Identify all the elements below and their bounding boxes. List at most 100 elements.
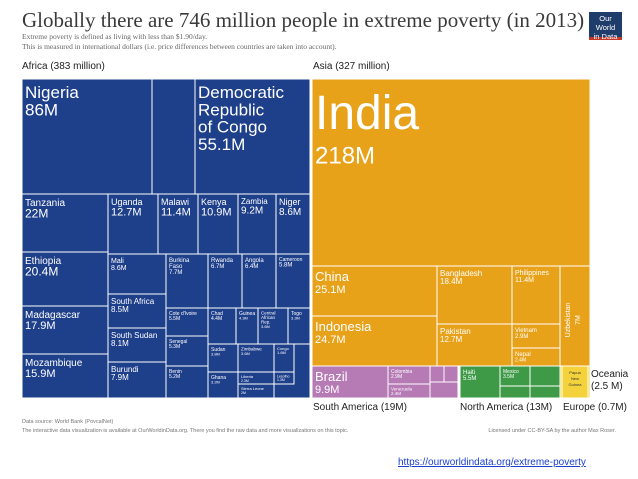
tile-label-sierra-leone: Sierra Leone xyxy=(241,386,265,391)
tile-label-zimbabwe: Zimbabwe xyxy=(241,347,262,352)
tile-uganda xyxy=(107,193,159,255)
tile-value-mozambique: 15.9M xyxy=(25,368,56,380)
tile-value-cameroon: 5.8M xyxy=(279,263,292,269)
tile-benin xyxy=(165,365,209,399)
tile-ethiopia xyxy=(21,251,109,307)
tile-value-indonesia: 24.7M xyxy=(315,334,346,346)
tile-south-america-small-3 xyxy=(429,381,459,399)
tile-label-haiti: Haiti xyxy=(463,370,475,376)
tile-value-malawi: 11.4M xyxy=(161,206,191,218)
tile-north-america-small-2 xyxy=(499,385,531,399)
tile-value-vietnam: 2.9M xyxy=(515,334,528,340)
tile-label-mali: Mali xyxy=(111,258,124,265)
tile-value-congo: 1.6M xyxy=(277,350,286,355)
tile-label-bangladesh: Bangladesh xyxy=(440,269,482,278)
tile-label-mozambique: Mozambique xyxy=(25,358,83,369)
tile-zimbabwe xyxy=(237,343,275,373)
tile-label-rwanda: Rwanda xyxy=(211,258,234,264)
tile-value-liberia: 2.3M xyxy=(241,379,249,383)
tile-label-kenya: Kenya xyxy=(201,197,227,207)
tile-value-lesotho: 1.3M xyxy=(277,378,285,382)
tile-label-colombia: Colombia xyxy=(391,369,412,375)
tile-label-mexico: Mexico xyxy=(503,369,519,375)
tile-label-tanzania: Tanzania xyxy=(25,198,65,209)
tile-value-south-sudan: 8.1M xyxy=(111,339,129,348)
tile-value-india: 218M xyxy=(315,143,375,170)
tile-central-african-rep xyxy=(257,307,289,345)
tile-india xyxy=(311,78,591,267)
tile-value-kenya: 10.9M xyxy=(201,206,232,218)
tile-label-south-africa: South Africa xyxy=(111,297,155,306)
tile-south-africa xyxy=(107,293,167,329)
tile-value-burundi: 7.9M xyxy=(111,373,129,382)
tile-value-sierra-leone: 2M xyxy=(241,391,246,395)
tile-value-zimbabwe: 3.6M xyxy=(241,351,250,356)
tile-value-pakistan: 12.7M xyxy=(440,335,463,344)
owid-logo[interactable]: Our World in Data xyxy=(589,12,622,41)
tile-value-democratic-republic-of-congo: 55.1M xyxy=(198,135,245,154)
tile-label-lesotho: Lesotho xyxy=(277,375,290,379)
tile-label-nepal: Nepal xyxy=(515,352,531,358)
region-label-south-america: South America (19M) xyxy=(313,402,407,413)
tile-nigeria xyxy=(21,78,153,195)
tile-value-ethiopia: 20.4M xyxy=(25,264,58,278)
tile-burundi xyxy=(107,361,167,399)
tile-value-uganda: 12.7M xyxy=(111,206,142,218)
tile-label-madagascar: Madagascar xyxy=(25,310,81,321)
tile-angola xyxy=(241,253,277,309)
tile-label-uganda: Uganda xyxy=(111,197,143,207)
tile-value-south-africa: 8.5M xyxy=(111,305,129,314)
tile-value-philippines: 11.4M xyxy=(515,277,534,284)
tile-label-benin: Benin xyxy=(169,369,182,375)
tile-senegal xyxy=(165,335,209,367)
tile-label-central-african-rep-2: African xyxy=(261,315,276,320)
tile-label-burundi: Burundi xyxy=(111,365,139,374)
tile-north-america-small-3 xyxy=(529,385,561,399)
tile-value-ghana: 3.2M xyxy=(211,380,220,385)
region-label-oceania-value: (2.5 M) xyxy=(591,381,623,392)
region-label-europe: Europe (0.7M) xyxy=(563,402,627,413)
tile-uzbekistan xyxy=(559,265,591,367)
tile-sierra-leone xyxy=(237,383,275,399)
tile-madagascar xyxy=(21,305,109,355)
tile-niger xyxy=(275,193,311,255)
tile-label-senegal: Senegal xyxy=(169,339,187,345)
tile-democratic-republic-of-congo xyxy=(194,78,311,195)
tile-label-ghana: Ghana xyxy=(211,375,226,381)
tile-value-brazil: 9.9M xyxy=(315,384,339,396)
source-url-link[interactable]: https://ourworldindata.org/extreme-pover… xyxy=(398,457,586,468)
tile-label-ethiopia: Ethiopia xyxy=(25,256,62,267)
tile-label-burkina-faso-2: Faso xyxy=(169,264,183,270)
tile-value-rwanda: 6.7M xyxy=(211,264,224,270)
tile-burkina-faso xyxy=(165,253,209,309)
chart-title: Globally there are 746 million people in… xyxy=(22,8,585,32)
tile-papua-new-guinea xyxy=(561,365,589,399)
tile-label-central-african-rep-1: Central xyxy=(261,311,276,316)
tile-vietnam xyxy=(511,323,561,349)
tile-mali xyxy=(107,253,167,295)
tile-label-nigeria: Nigeria xyxy=(25,83,79,102)
tile-value-mali: 8.6M xyxy=(111,265,127,272)
tile-value-china: 25.1M xyxy=(315,284,346,296)
tile-value-angola: 6.4M xyxy=(245,264,258,270)
tile-label-congo: Congo xyxy=(277,346,290,351)
tile-label-papua-new-guinea-1: Papua xyxy=(569,370,581,375)
tile-value-madagascar: 17.9M xyxy=(25,320,56,332)
tile-label-democratic-republic-of-congo-3: of Congo xyxy=(198,118,267,137)
tile-value-togo: 3.3M xyxy=(291,316,300,321)
tile-label-indonesia: Indonesia xyxy=(315,319,372,334)
tile-label-democratic-republic-of-congo-1: Democratic xyxy=(198,83,284,102)
tile-haiti xyxy=(459,365,501,399)
tile-chad xyxy=(207,307,237,345)
region-label-oceania: Oceania xyxy=(591,369,629,380)
region-label-asia: Asia (327 million) xyxy=(313,61,390,72)
tile-label-sudan: Sudan xyxy=(211,347,226,353)
tile-value-mexico: 3.5M xyxy=(503,374,514,380)
tile-label-philippines: Philippines xyxy=(515,270,549,277)
tile-value-nepal: 2.4M xyxy=(515,358,526,364)
logo-line-2: in Data xyxy=(593,32,618,41)
tile-label-venezuela: Venezuela xyxy=(391,387,413,392)
tile-label-india: India xyxy=(315,87,419,140)
tile-cameroon xyxy=(275,253,311,309)
